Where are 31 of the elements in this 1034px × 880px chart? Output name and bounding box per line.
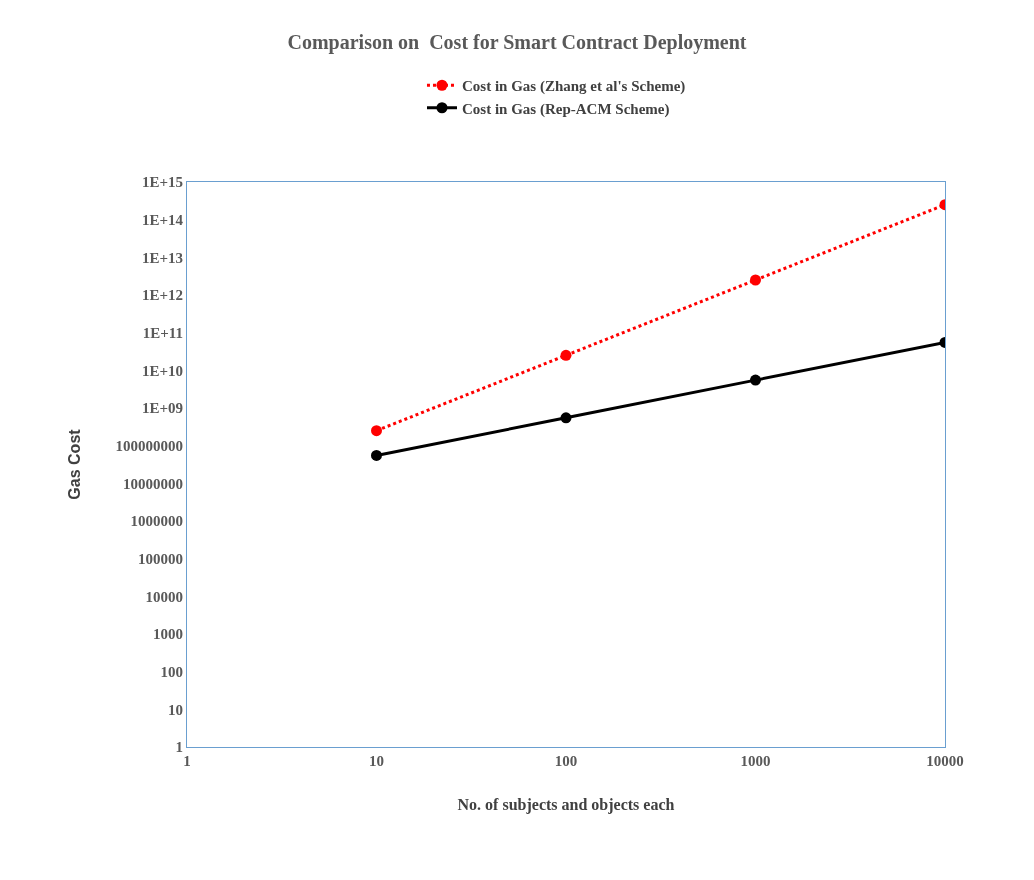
legend-label: Cost in Gas (Rep-ACM Scheme) [461, 100, 670, 118]
y-tick-label: 10 [168, 701, 183, 718]
y-tick-label: 100000000 [115, 437, 183, 454]
point [560, 412, 572, 424]
x-axis-title: No. of subjects and objects each [457, 795, 675, 814]
y-tick-label: 1E+11 [142, 324, 183, 341]
y-tick-label: 10000 [145, 588, 183, 605]
y-tick-label: 1E+10 [141, 362, 183, 379]
x-tick-label: 10 [369, 753, 384, 769]
legend-label: Cost in Gas (Zhang et al's Scheme) [461, 78, 686, 96]
x-tick-label: 1000 [740, 753, 771, 769]
y-tick-label: 1E+12 [141, 287, 183, 304]
x-tick-label: 10000 [926, 753, 964, 769]
x-tick-label: 100 [554, 753, 578, 769]
y-tick-label: 1E+15 [141, 174, 183, 191]
y-tick-label: 100 [160, 663, 183, 680]
y-tick-label: 1E+13 [141, 249, 183, 266]
y-axis-title: Gas Cost [66, 428, 84, 500]
y-tick-label: 10000000 [123, 475, 183, 492]
y-tick-label: 1 [175, 739, 183, 756]
chart-title: Comparison on Cost for Smart Contract Deployment [287, 31, 747, 54]
point [371, 449, 382, 461]
point [750, 274, 761, 286]
y-tick-label: 1E+09 [141, 400, 183, 417]
point [560, 349, 572, 361]
y-tick-label: 1000000 [130, 513, 183, 530]
point [750, 374, 761, 386]
y-tick-label: 100000 [138, 550, 183, 567]
point [371, 425, 382, 437]
y-tick-label: 1000 [153, 626, 183, 643]
y-tick-label: 1E+14 [141, 211, 184, 228]
